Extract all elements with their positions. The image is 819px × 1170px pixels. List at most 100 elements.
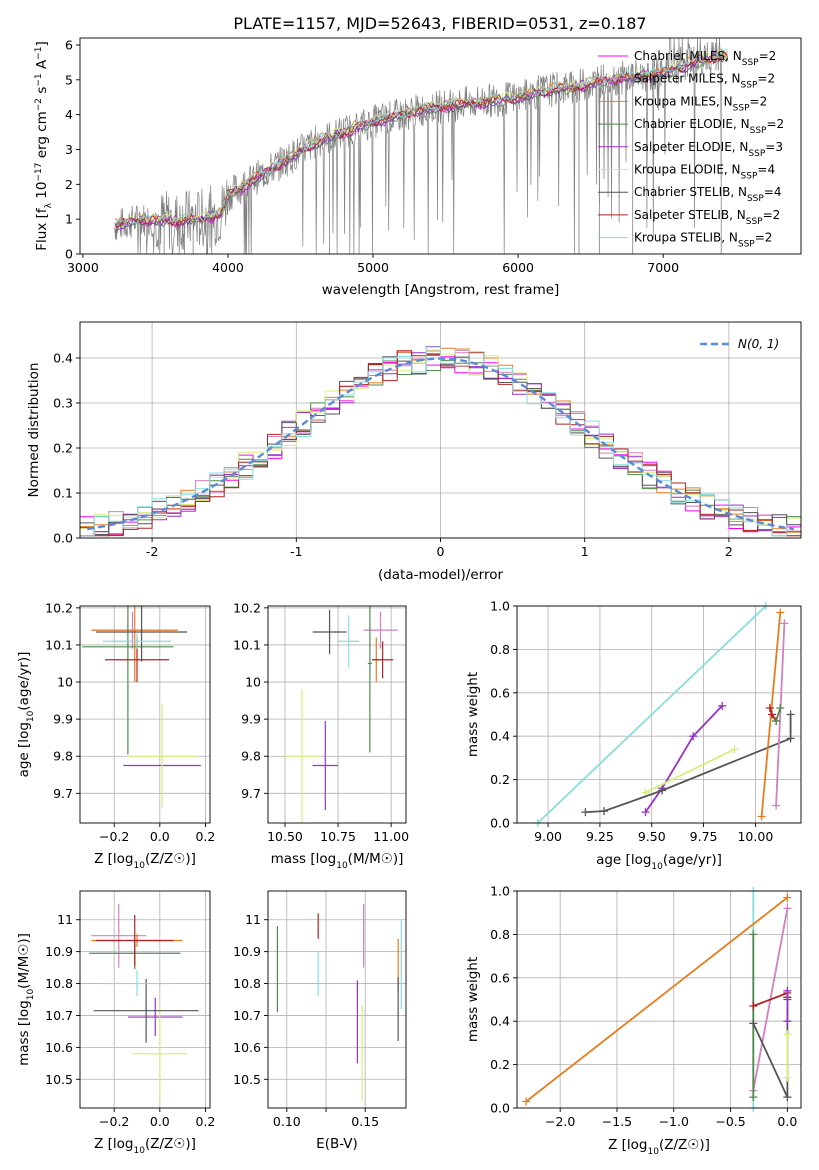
y-tick-label: 10.2 — [45, 600, 73, 615]
x-tick-label: 0.0 — [150, 829, 170, 844]
x-tick-label: −2.0 — [545, 1114, 575, 1129]
y-tick-label: 0.1 — [53, 486, 73, 501]
y-tick-label: 0.6 — [490, 970, 510, 985]
weight-marker — [786, 710, 795, 719]
x-tick-label: 9.00 — [534, 829, 562, 844]
x-axis-label: (data-model)/error — [378, 567, 504, 583]
weight-marker — [581, 808, 590, 817]
spectrum-model-line — [114, 47, 728, 225]
x-tick-label: 0 — [437, 544, 445, 559]
age-vs-mass-panel: 10.50 10.75 11.00 9.7 9.8 9.9 10 10.1 10.2 mass [… — [233, 600, 409, 871]
weight-marker — [749, 1002, 758, 1011]
x-tick-label: 1 — [581, 544, 589, 559]
y-tick-label: 9.7 — [53, 786, 73, 801]
y-tick-label: 0.4 — [490, 729, 510, 744]
y-tick-label: 2 — [65, 177, 73, 192]
y-tick-label: 9.8 — [53, 749, 73, 764]
legend-label: Chabrier ELODIE, NSSP=2 — [634, 117, 784, 136]
figure-title: PLATE=1157, MJD=52643, FIBERID=0531, z=0… — [233, 14, 646, 33]
y-axis-label: mass weight — [465, 672, 481, 757]
x-axis-label: wavelength [Angstrom, rest frame] — [322, 282, 560, 298]
x-tick-label: 0.10 — [273, 1114, 301, 1129]
y-tick-label: 0.4 — [490, 1014, 510, 1029]
weight-marker — [783, 1093, 792, 1102]
y-axis-label: age [log10(age/yr)] — [16, 652, 36, 778]
legend-label: Kroupa ELODIE, NSSP=4 — [634, 163, 775, 182]
histogram-step — [80, 346, 801, 537]
weight-marker — [767, 710, 776, 719]
legend-label: Chabrier STELIB, NSSP=4 — [634, 185, 782, 204]
y-tick-label: 9.9 — [53, 712, 73, 727]
x-tick-label: 3000 — [67, 260, 99, 275]
x-tick-label: −1.0 — [659, 1114, 689, 1129]
axes-frame — [79, 321, 802, 539]
x-tick-label: 9.75 — [690, 829, 718, 844]
y-tick-label: 0.8 — [490, 642, 510, 657]
y-tick-label: 10 — [245, 675, 261, 690]
weight-marker — [689, 732, 698, 741]
y-tick-label: 10.9 — [45, 944, 73, 959]
weight-marker — [718, 701, 727, 710]
spectrum-model-line — [114, 50, 728, 229]
x-tick-label: 10.00 — [737, 829, 773, 844]
x-tick-label: 9.50 — [638, 829, 666, 844]
y-tick-label: 0.6 — [490, 685, 510, 700]
y-tick-label: 9.7 — [241, 786, 261, 801]
mass-vs-ebv-panel: 0.10 0.15 10.5 10.6 10.7 10.8 10.9 11 E(B-V) — [233, 890, 407, 1152]
y-tick-label: 10.6 — [233, 1040, 261, 1055]
y-tick-label: 0.3 — [53, 396, 73, 411]
y-tick-label: 0.2 — [53, 441, 73, 456]
weight-marker — [783, 1030, 792, 1039]
weight-marker — [749, 930, 758, 939]
x-tick-label: −0.5 — [715, 1114, 745, 1129]
y-tick-label: 11 — [245, 912, 261, 927]
x-tick-label: 11.00 — [373, 829, 409, 844]
y-tick-label: 0 — [65, 247, 73, 262]
weight-marker — [783, 904, 792, 913]
x-axis-label: E(B-V) — [316, 1136, 358, 1152]
y-tick-label: 0.4 — [53, 351, 73, 366]
legend-label: Chabrier MILES, NSSP=2 — [634, 49, 776, 68]
x-axis-label: Z [log10(Z/Z☉)] — [94, 851, 196, 871]
normal-curve — [87, 357, 794, 531]
y-tick-label: 5 — [65, 72, 73, 87]
weight-marker — [776, 608, 785, 617]
spectrum-panel: 3000 4000 5000 6000 7000 0 1 2 3 4 5 6 wavelength [A… — [34, 37, 802, 298]
weight-marker — [641, 788, 650, 797]
weight-marker — [772, 801, 781, 810]
weight-marker — [757, 812, 766, 821]
mass-vs-Z-panel: −0.2 0.0 0.2 10.5 10.6 10.7 10.8 10.9 11 Z [log10… — [16, 890, 215, 1156]
legend-label: N(0, 1) — [738, 337, 779, 351]
weight-marker — [749, 1093, 758, 1102]
y-tick-label: 3 — [65, 142, 73, 157]
axes-frame — [79, 890, 211, 1109]
legend-label: Salpeter ELODIE, NSSP=3 — [634, 140, 783, 159]
x-tick-label: -2 — [146, 544, 158, 559]
legend-label: Kroupa MILES, NSSP=2 — [634, 94, 767, 113]
x-axis-label: age [log10(age/yr)] — [596, 852, 722, 872]
x-tick-label: 0.0 — [150, 1114, 170, 1129]
weight-marker — [786, 734, 795, 743]
weight-marker — [783, 986, 792, 995]
weight-marker — [783, 1017, 792, 1026]
x-tick-label: 5000 — [357, 260, 389, 275]
spectrum-data-line — [114, 37, 722, 255]
weight-line — [525, 896, 788, 1103]
x-tick-label: −1.5 — [602, 1114, 632, 1129]
y-tick-label: 0.2 — [490, 1057, 510, 1072]
y-tick-label: 10 — [57, 675, 73, 690]
x-tick-label: −0.2 — [99, 829, 129, 844]
weight-marker — [658, 786, 667, 795]
weight-marker — [749, 1019, 758, 1028]
weight-line — [585, 714, 792, 813]
weight-marker — [730, 745, 739, 754]
x-axis-label: Z [log10(Z/Z☉)] — [94, 1136, 196, 1156]
weight-marker — [783, 893, 792, 902]
weight-marker — [780, 619, 789, 628]
y-tick-label: 0.2 — [490, 772, 510, 787]
x-tick-label: 10.75 — [320, 829, 356, 844]
weight-vs-age-panel: 9.00 9.25 9.50 9.75 10.00 0.0 0.2 0.4 0.6 0.8 1.0 a… — [465, 599, 802, 872]
legend-label: Kroupa STELIB, NSSP=2 — [634, 231, 772, 250]
y-axis-label: mass weight — [465, 957, 481, 1042]
weight-line — [645, 748, 736, 794]
